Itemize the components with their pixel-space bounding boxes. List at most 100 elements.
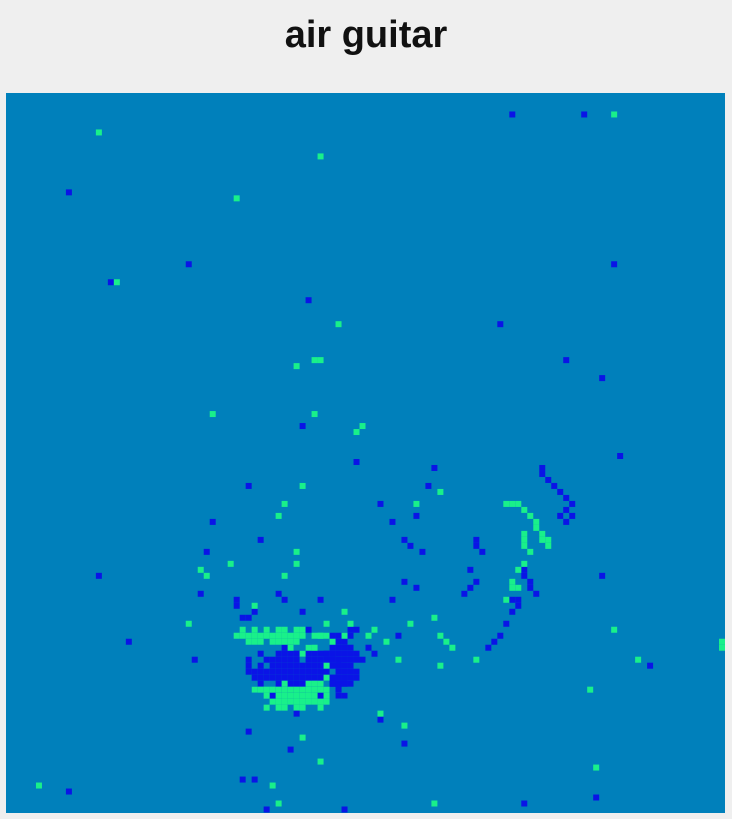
positive-event-pixel bbox=[317, 686, 324, 693]
frame-background bbox=[6, 93, 725, 813]
negative-event-pixel bbox=[371, 650, 378, 657]
negative-event-pixel bbox=[461, 590, 468, 597]
negative-event-pixel bbox=[317, 674, 324, 681]
positive-event-pixel bbox=[293, 363, 300, 370]
positive-event-pixel bbox=[35, 782, 42, 789]
positive-event-pixel bbox=[287, 632, 294, 639]
negative-event-pixel bbox=[329, 632, 336, 639]
negative-event-pixel bbox=[401, 578, 408, 585]
negative-event-pixel bbox=[425, 482, 432, 489]
positive-event-pixel bbox=[305, 680, 312, 687]
negative-event-pixel bbox=[293, 662, 300, 669]
negative-event-pixel bbox=[281, 650, 288, 657]
negative-event-pixel bbox=[317, 692, 324, 699]
positive-event-pixel bbox=[407, 620, 414, 627]
negative-event-pixel bbox=[329, 650, 336, 657]
positive-event-pixel bbox=[509, 500, 516, 507]
positive-event-pixel bbox=[251, 626, 258, 633]
negative-event-pixel bbox=[245, 662, 252, 669]
negative-event-pixel bbox=[233, 596, 240, 603]
positive-event-pixel bbox=[281, 632, 288, 639]
negative-event-pixel bbox=[293, 674, 300, 681]
negative-event-pixel bbox=[497, 321, 504, 328]
negative-event-pixel bbox=[317, 596, 324, 603]
positive-event-pixel bbox=[263, 692, 270, 699]
positive-event-pixel bbox=[281, 572, 288, 579]
negative-event-pixel bbox=[329, 656, 336, 663]
positive-event-pixel bbox=[431, 614, 438, 621]
negative-event-pixel bbox=[485, 644, 492, 651]
positive-event-pixel bbox=[545, 536, 552, 543]
positive-event-pixel bbox=[281, 686, 288, 693]
negative-event-pixel bbox=[347, 626, 354, 633]
negative-event-pixel bbox=[317, 656, 324, 663]
positive-event-pixel bbox=[395, 656, 402, 663]
negative-event-pixel bbox=[509, 596, 516, 603]
positive-event-pixel bbox=[503, 596, 510, 603]
negative-event-pixel bbox=[527, 584, 534, 591]
negative-event-pixel bbox=[353, 668, 360, 675]
negative-event-pixel bbox=[275, 590, 282, 597]
negative-event-pixel bbox=[353, 674, 360, 681]
positive-event-pixel bbox=[281, 704, 288, 711]
positive-event-pixel bbox=[275, 512, 282, 519]
positive-event-pixel bbox=[275, 704, 282, 711]
negative-event-pixel bbox=[467, 566, 474, 573]
negative-event-pixel bbox=[269, 656, 276, 663]
positive-event-pixel bbox=[317, 357, 324, 364]
negative-event-pixel bbox=[341, 656, 348, 663]
negative-event-pixel bbox=[407, 542, 414, 549]
positive-event-pixel bbox=[287, 644, 294, 651]
positive-event-pixel bbox=[275, 632, 282, 639]
negative-event-pixel bbox=[293, 656, 300, 663]
negative-event-pixel bbox=[299, 662, 306, 669]
positive-event-pixel bbox=[299, 650, 306, 657]
positive-event-pixel bbox=[293, 548, 300, 555]
negative-event-pixel bbox=[287, 680, 294, 687]
negative-event-pixel bbox=[473, 536, 480, 543]
negative-event-pixel bbox=[305, 662, 312, 669]
positive-event-pixel bbox=[251, 602, 258, 609]
negative-event-pixel bbox=[527, 578, 534, 585]
positive-event-pixel bbox=[281, 680, 288, 687]
positive-event-pixel bbox=[437, 488, 444, 495]
negative-event-pixel bbox=[251, 668, 258, 675]
negative-event-pixel bbox=[539, 470, 546, 477]
positive-event-pixel bbox=[323, 662, 330, 669]
negative-event-pixel bbox=[299, 608, 306, 615]
positive-event-pixel bbox=[251, 632, 258, 639]
negative-event-pixel bbox=[329, 662, 336, 669]
positive-event-pixel bbox=[299, 692, 306, 699]
positive-event-pixel bbox=[269, 698, 276, 705]
negative-event-pixel bbox=[299, 674, 306, 681]
negative-event-pixel bbox=[305, 650, 312, 657]
negative-event-pixel bbox=[299, 680, 306, 687]
positive-event-pixel bbox=[353, 429, 360, 436]
negative-event-pixel bbox=[191, 656, 198, 663]
positive-event-pixel bbox=[275, 626, 282, 633]
negative-event-pixel bbox=[209, 518, 216, 525]
positive-event-pixel bbox=[275, 692, 282, 699]
negative-event-pixel bbox=[293, 668, 300, 675]
positive-event-pixel bbox=[299, 632, 306, 639]
positive-event-pixel bbox=[203, 572, 210, 579]
positive-event-pixel bbox=[515, 500, 522, 507]
positive-event-pixel bbox=[293, 632, 300, 639]
negative-event-pixel bbox=[515, 596, 522, 603]
negative-event-pixel bbox=[311, 668, 318, 675]
negative-event-pixel bbox=[341, 644, 348, 651]
negative-event-pixel bbox=[389, 518, 396, 525]
positive-event-pixel bbox=[311, 357, 318, 364]
negative-event-pixel bbox=[275, 674, 282, 681]
negative-event-pixel bbox=[263, 668, 270, 675]
positive-event-pixel bbox=[437, 632, 444, 639]
positive-event-pixel bbox=[545, 542, 552, 549]
negative-event-pixel bbox=[311, 656, 318, 663]
positive-event-pixel bbox=[305, 686, 312, 693]
negative-event-pixel bbox=[341, 806, 348, 813]
positive-event-pixel bbox=[473, 656, 480, 663]
negative-event-pixel bbox=[569, 512, 576, 519]
negative-event-pixel bbox=[257, 662, 264, 669]
positive-event-pixel bbox=[431, 800, 438, 807]
negative-event-pixel bbox=[263, 656, 270, 663]
